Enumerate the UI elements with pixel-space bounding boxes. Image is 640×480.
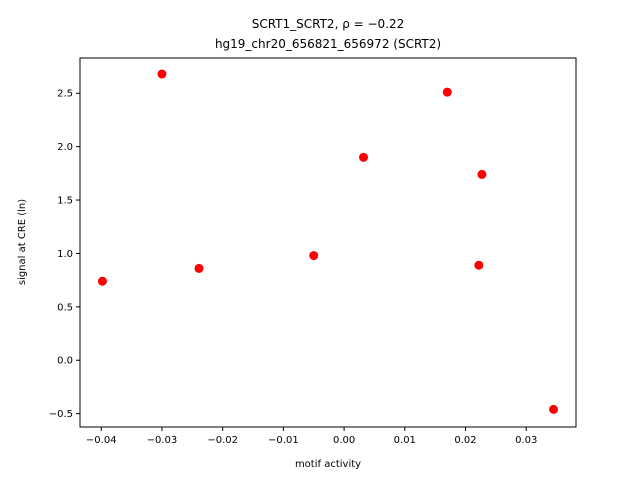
plot-frame [79, 57, 577, 428]
y-tick-label: 2.5 [57, 89, 73, 100]
x-axis-ticks: −0.04 −0.03 −0.02 −0.01 0.00 0.01 0.02 0.03 [86, 427, 537, 446]
data-points [97, 69, 559, 414]
y-axis-ticks: −0.5 0.0 0.5 1.0 1.5 2.0 2.5 [49, 89, 80, 420]
x-axis-label: motif activity [295, 459, 361, 470]
y-tick-label: −0.5 [49, 409, 73, 420]
data-point [359, 152, 369, 162]
data-point [97, 276, 107, 286]
chart-title-line2: hg19_chr20_656821_656972 (SCRT2) [215, 37, 441, 51]
x-tick-label: 0.02 [454, 435, 476, 446]
y-tick-label: 1.5 [57, 196, 73, 207]
x-tick-label: 0.00 [333, 435, 355, 446]
x-tick-label: −0.04 [86, 435, 117, 446]
x-tick-label: 0.01 [394, 435, 416, 446]
x-tick-label: −0.01 [268, 435, 299, 446]
x-tick-label: 0.03 [515, 435, 537, 446]
chart-title-line1: SCRT1_SCRT2, ρ = −0.22 [252, 17, 405, 31]
data-point [474, 260, 484, 270]
data-point [157, 69, 167, 79]
y-axis-label: signal at CRE (ln) [17, 199, 28, 285]
data-point [309, 251, 319, 261]
data-point [194, 263, 204, 273]
y-tick-label: 2.0 [57, 142, 73, 153]
y-tick-label: 0.5 [57, 302, 73, 313]
data-point [442, 87, 452, 97]
y-tick-label: 1.0 [57, 249, 73, 260]
y-tick-label: 0.0 [57, 356, 73, 367]
data-point [549, 404, 559, 414]
x-tick-label: −0.02 [207, 435, 238, 446]
data-point [477, 169, 487, 179]
x-tick-label: −0.03 [147, 435, 178, 446]
